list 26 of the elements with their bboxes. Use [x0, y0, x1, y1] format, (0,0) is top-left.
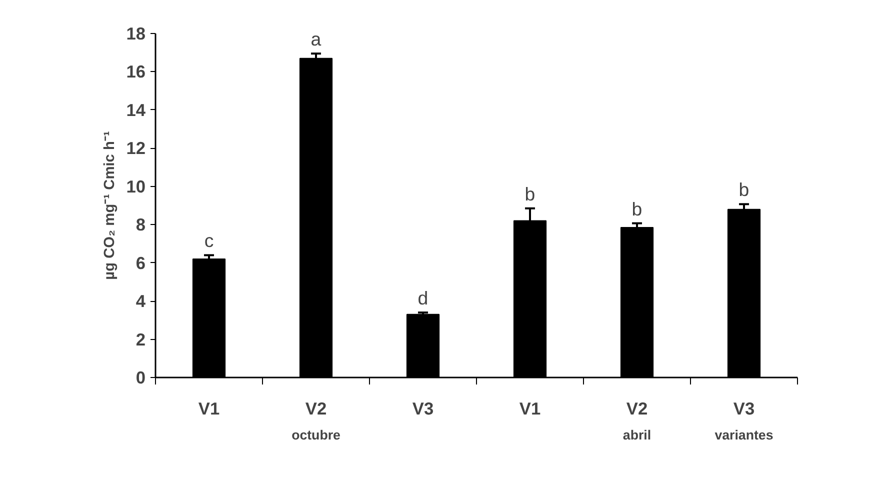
annotation: b — [738, 179, 750, 200]
y-tick-label: 4 — [136, 291, 146, 312]
x-tick-label: V2 — [305, 398, 327, 418]
annotation: c — [204, 230, 214, 252]
x-tick-label: V1 — [198, 398, 220, 418]
y-tick-label: 6 — [136, 252, 146, 273]
annotation: b — [632, 198, 642, 220]
y-tick-label: 16 — [126, 62, 146, 82]
annotation: b — [524, 183, 536, 204]
x-tick-label: V3 — [412, 398, 434, 418]
x-tick-label: V1 — [519, 398, 541, 418]
text: abril — [622, 428, 652, 442]
y-tick-label: 0 — [136, 368, 146, 388]
y-tick-label: 2 — [136, 329, 146, 350]
y-tick-label: 18 — [126, 24, 146, 44]
annotation: d — [418, 288, 428, 309]
y-axis-title: µg CO₂ mg⁻¹ Cmic h⁻¹ — [102, 131, 118, 280]
y-tick-label: 14 — [126, 100, 146, 120]
y-tick-label: 10 — [126, 176, 146, 196]
x-axis-title: variantes — [714, 428, 774, 442]
text: octubre — [292, 428, 340, 442]
x-tick-label: V3 — [733, 398, 755, 418]
x-tick-label: V2 — [626, 398, 648, 418]
y-tick-label: 12 — [126, 138, 146, 158]
y-tick-label: 8 — [136, 214, 146, 235]
annotation: a — [310, 28, 322, 50]
